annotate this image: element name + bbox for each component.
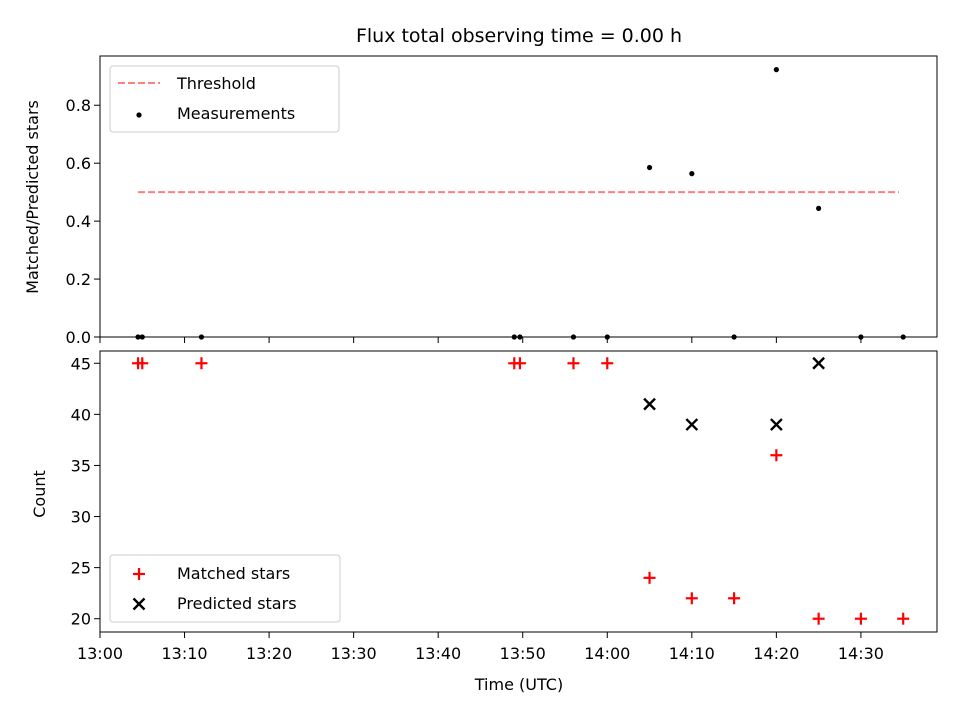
cross-b <box>812 356 825 370</box>
bottom-y-tick-label: 30 <box>71 508 91 527</box>
matched-star-point <box>897 612 910 625</box>
x-tick-label: 13:40 <box>415 644 461 663</box>
top-y-axis-label: Matched/Predicted stars <box>23 100 42 294</box>
bottom-plot-frame <box>99 350 938 633</box>
legend-measurements-swatch <box>136 112 142 118</box>
matched-star-point <box>136 357 149 370</box>
bottom-y-tick-label: 35 <box>71 456 91 475</box>
x-tick-label: 14:30 <box>838 644 884 663</box>
top-y-axis: 0.0 0.2 0.4 0.6 0.8 <box>66 96 100 347</box>
matched-star-point <box>601 357 614 370</box>
top-panel: Flux total observing time = 0.00 h 0.00.… <box>23 25 938 347</box>
x-tick-label: 13:00 <box>77 644 123 663</box>
measurement-point <box>816 205 822 211</box>
legend-plus-marker <box>133 568 145 580</box>
bottom-y-tick-label: 20 <box>71 610 91 629</box>
x-tick-label: 13:50 <box>500 644 546 663</box>
bottom-legend: Matched stars Predicted stars <box>109 554 341 623</box>
top-y-tick-label: 0.6 <box>66 154 91 173</box>
top-legend: Threshold Measurements <box>109 65 340 133</box>
chart-title: Flux total observing time = 0.00 h <box>356 25 682 47</box>
bottom-data-marks <box>132 356 910 625</box>
matched-star-point <box>567 357 580 370</box>
top-y-tick-label: 0.4 <box>66 212 91 231</box>
legend-measurements-label: Measurements <box>177 104 295 123</box>
legend-matched-label: Matched stars <box>177 564 290 583</box>
bottom-y-tick-label: 40 <box>71 405 91 424</box>
top-plot-frame <box>99 55 938 338</box>
predicted-star-point <box>685 418 699 431</box>
top-y-tick-label: 0.8 <box>66 96 91 115</box>
x-tick-label: 14:20 <box>753 644 799 663</box>
bottom-y-tick-label: 25 <box>71 559 91 578</box>
top-y-tick-label: 0.2 <box>66 270 91 289</box>
top-legend-box <box>109 65 340 133</box>
matched-star-point <box>513 357 526 370</box>
cross-b <box>685 418 699 431</box>
measurement-point <box>646 164 653 171</box>
predicted-star-point <box>812 356 825 370</box>
bottom-y-tick-label: 45 <box>71 354 91 373</box>
legend-matched-swatch <box>133 568 145 580</box>
top-y-tick-label: 0.0 <box>66 328 91 347</box>
predicted-star-point <box>643 397 656 411</box>
matched-star-point <box>643 571 656 584</box>
x-tick-label: 13:10 <box>161 644 207 663</box>
x-axis-label: Time (UTC) <box>474 675 563 694</box>
x-tick-label: 14:00 <box>584 644 630 663</box>
cross-b <box>643 397 656 411</box>
legend-predicted-swatch <box>132 597 146 611</box>
x-tick-label: 13:30 <box>331 644 377 663</box>
top-x-axis-ticks <box>99 337 862 343</box>
legend-cross-marker <box>132 597 146 611</box>
matched-star-point <box>195 357 208 370</box>
legend-predicted-label: Predicted stars <box>177 594 297 613</box>
matched-star-point <box>728 592 741 605</box>
cross-b <box>132 597 146 611</box>
matched-star-point <box>854 612 867 625</box>
cross-b <box>770 418 783 431</box>
measurement-point <box>773 67 779 73</box>
bottom-y-axis: 20 25 30 35 40 45 <box>71 354 100 629</box>
legend-threshold-label: Threshold <box>176 74 256 93</box>
x-tick-label: 13:20 <box>246 644 292 663</box>
measurement-point <box>689 171 695 177</box>
x-tick-label: 14:10 <box>669 644 715 663</box>
matched-star-point <box>812 612 825 625</box>
predicted-star-point <box>770 418 783 431</box>
matched-star-point <box>770 449 783 462</box>
matched-star-point <box>685 592 698 605</box>
bottom-x-axis: 13:00 13:10 13:20 13:30 13:40 13:50 14:00 14:10… <box>77 632 884 663</box>
bottom-legend-box <box>109 554 341 623</box>
bottom-y-axis-label: Count <box>30 470 49 518</box>
